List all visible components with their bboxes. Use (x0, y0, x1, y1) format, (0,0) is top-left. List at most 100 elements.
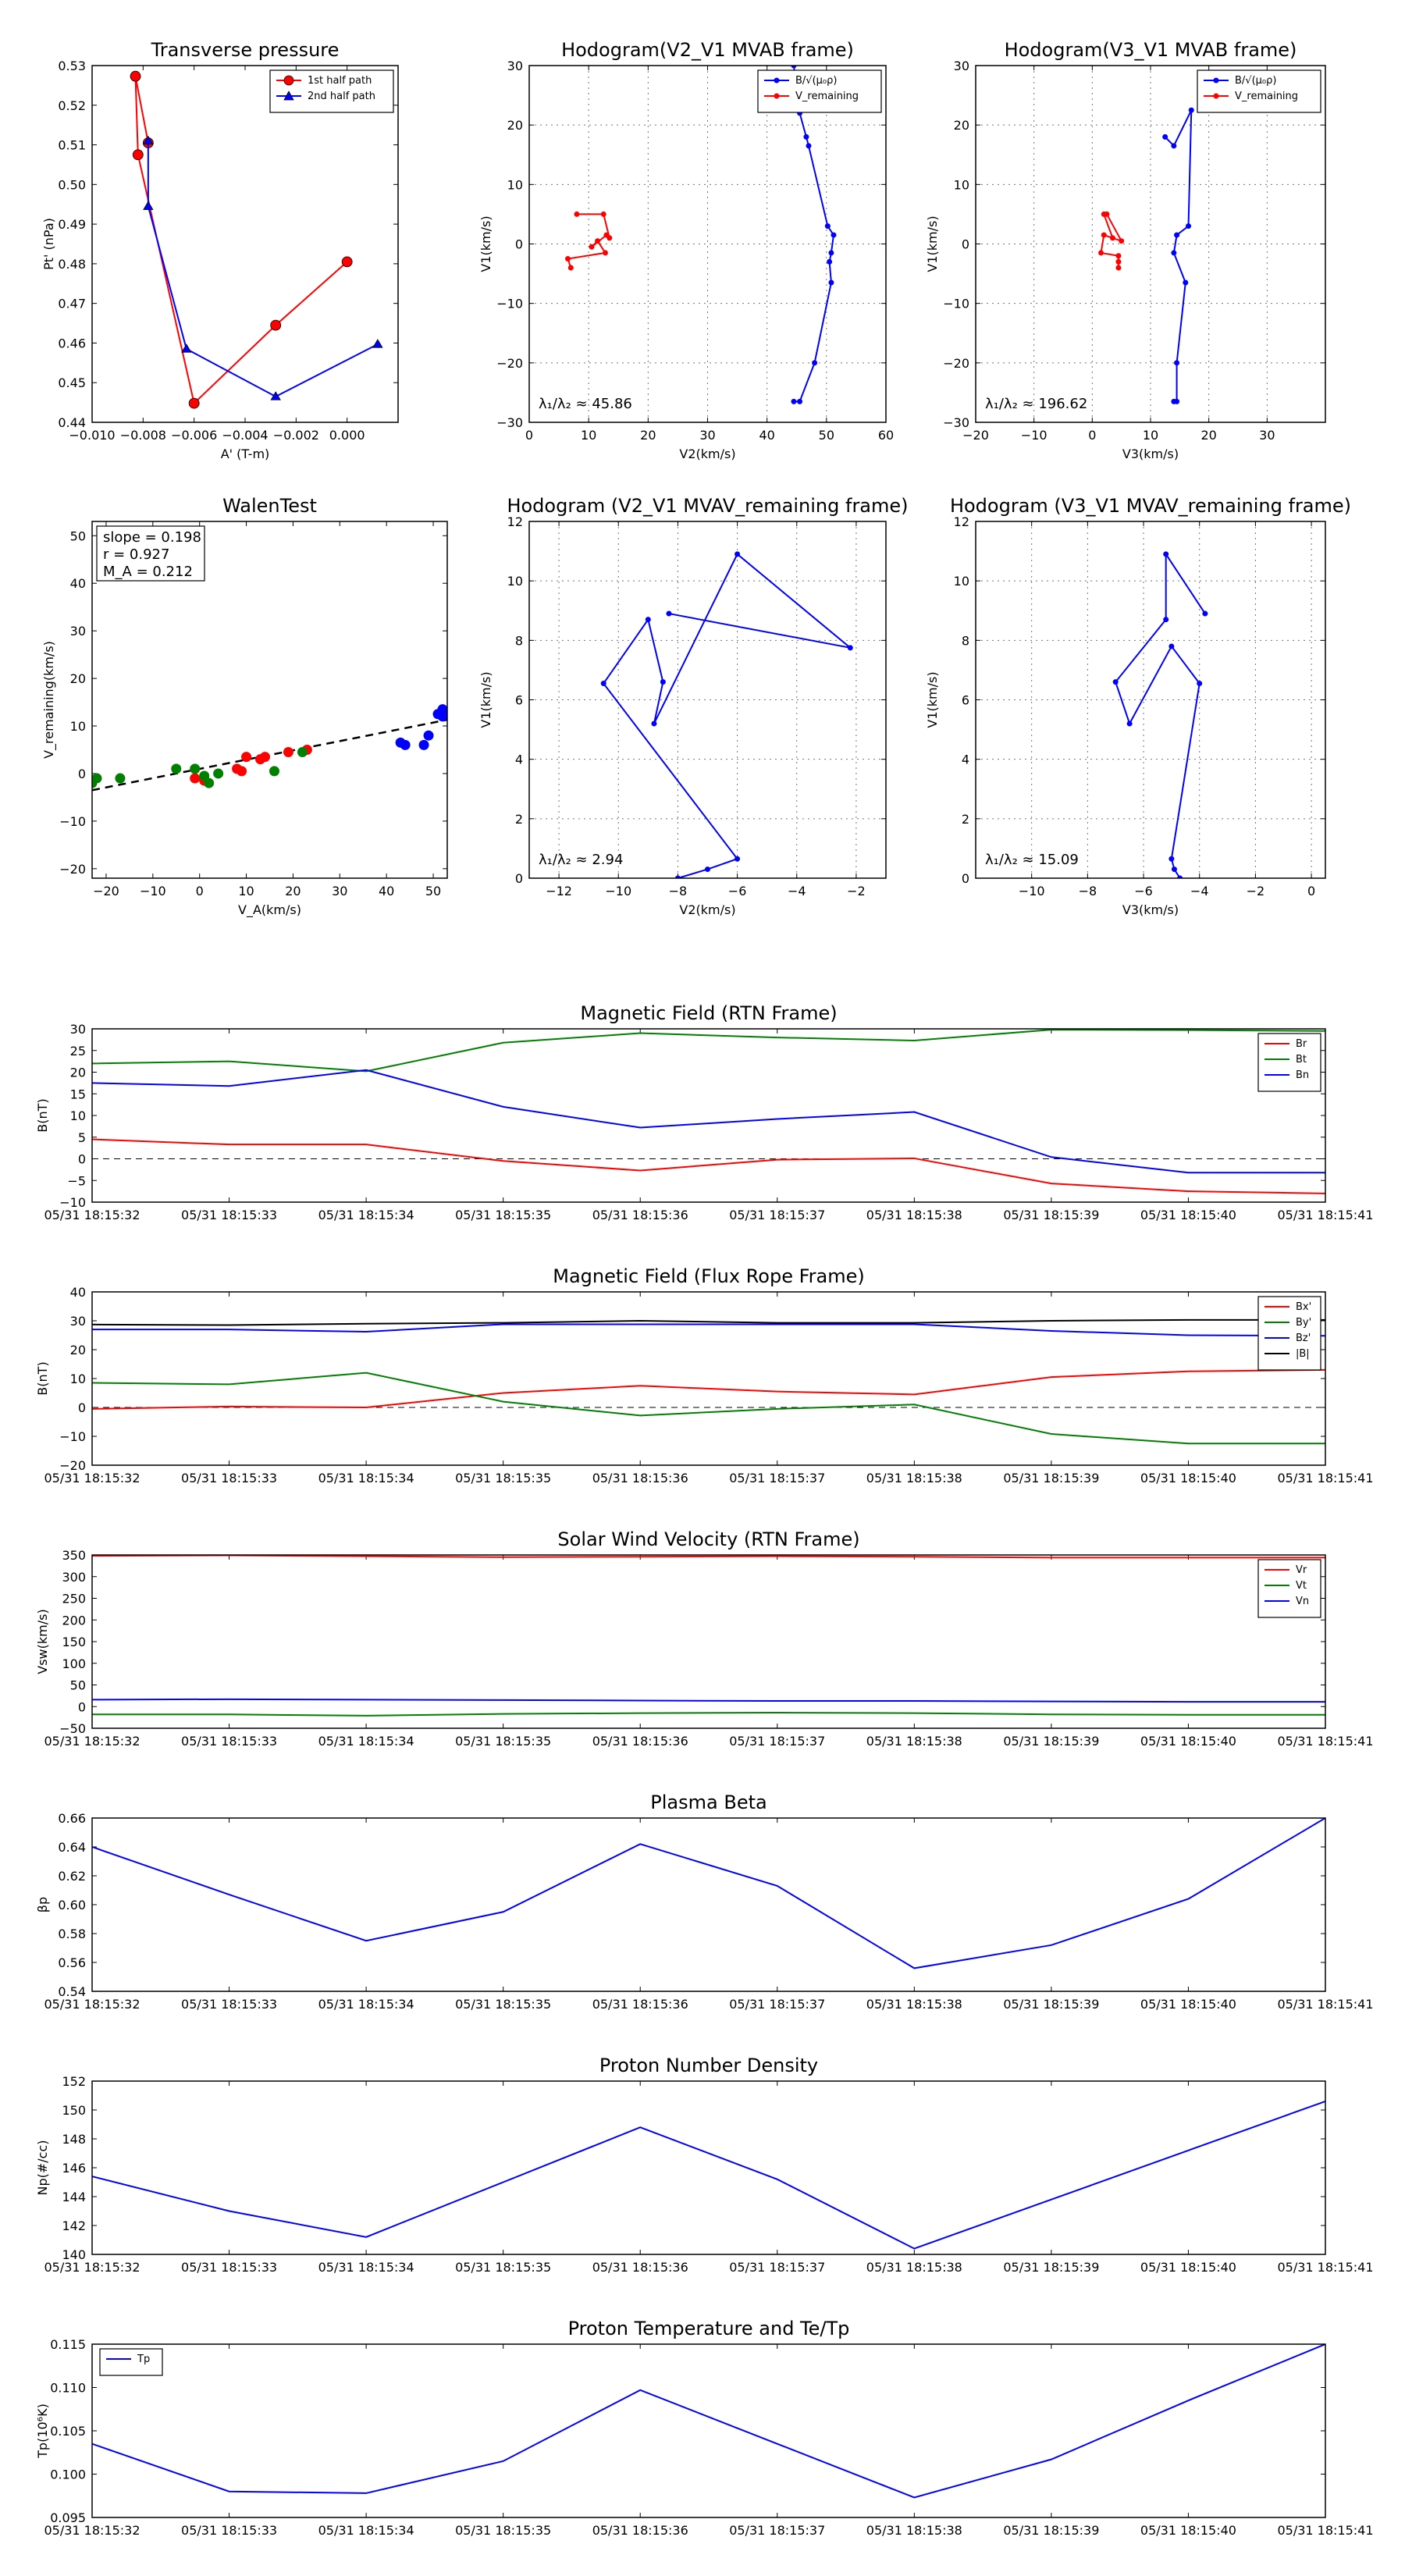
x-tick-label: 05/31 18:15:34 (318, 1471, 414, 1485)
data-point (1119, 238, 1125, 244)
data-point (574, 211, 580, 217)
y-tick-label: 142 (62, 2218, 86, 2233)
fit-line (92, 718, 447, 792)
legend-marker (283, 91, 294, 101)
x-tick-label: 05/31 18:15:37 (729, 1997, 825, 2012)
chart-beta: Plasma Beta 05/31 18:15:32 05/31 18:15:33 0… (35, 1791, 1374, 2012)
data-point (674, 875, 681, 878)
chart-np: Proton Number Density 05/31 18:15:32 05/31… (35, 2055, 1374, 2275)
chart-title: Hodogram (V2_V1 MVAV_remaining frame) (507, 495, 908, 517)
legend-label: Vt (1296, 1580, 1307, 1592)
x-tick-label: 05/31 18:15:33 (181, 1734, 277, 1749)
x-tick-label: 05/31 18:15:36 (592, 1734, 688, 1749)
legend-label: Tp (137, 2354, 150, 2365)
y-tick-label: 0.115 (50, 2337, 86, 2352)
ratio-annotation: λ₁/λ₂ ≈ 2.94 (539, 852, 623, 868)
legend: Tp (99, 2348, 163, 2376)
y-tick-label: 20 (70, 1066, 86, 1080)
plot-area (92, 1555, 1325, 1717)
y-tick-label: 20 (70, 1343, 86, 1357)
x-tick-label: 05/31 18:15:39 (1003, 2523, 1099, 2538)
y-tick-label: 152 (62, 2074, 86, 2089)
data-point (171, 763, 182, 774)
y-tick-label: −20 (59, 862, 86, 877)
y-tick-label: 0.44 (58, 415, 86, 430)
y-tick-label: 30 (70, 1314, 86, 1329)
series-line-2 (92, 1069, 1325, 1174)
y-axis-label: Pt' (nPa) (41, 218, 56, 270)
y-tick-label: 0.50 (58, 177, 86, 192)
data-point (831, 232, 837, 238)
legend-label: 1st half path (308, 75, 372, 87)
legend-label: Bn (1296, 1069, 1309, 1081)
chart-h2: Hodogram(V3_V1 MVAB frame) −20 −10 0 10 20 30 −… (925, 39, 1326, 461)
x-tick-label: 05/31 18:15:34 (318, 2523, 414, 2538)
legend-marker (1213, 77, 1219, 84)
x-tick-label: 05/31 18:15:41 (1277, 2523, 1373, 2538)
x-tick-label: 05/31 18:15:36 (592, 1208, 688, 1222)
x-tick-label: 0 (1088, 428, 1096, 443)
x-tick-label: 0 (1307, 884, 1315, 898)
y-tick-label: 4 (515, 753, 523, 767)
legend-label: B/√(μ₀ρ) (1235, 75, 1276, 87)
y-tick-label: 0.47 (58, 297, 86, 311)
y-tick-label: 0.45 (58, 375, 86, 390)
legend-marker (774, 93, 780, 99)
x-tick-label: 20 (1200, 428, 1216, 443)
y-tick-label: 8 (962, 633, 969, 648)
x-tick-label: 40 (379, 884, 394, 898)
data-point (600, 681, 606, 687)
legend: Bx' By' Bz' |B| (1257, 1296, 1321, 1371)
y-tick-label: 200 (62, 1613, 86, 1628)
y-tick-label: −20 (59, 1458, 86, 1473)
x-tick-label: −12 (546, 884, 572, 898)
x-tick-label: 05/31 18:15:33 (181, 2523, 277, 2538)
data-point (828, 250, 834, 256)
x-tick-label: 05/31 18:15:41 (1277, 1471, 1373, 1485)
y-tick-label: 30 (70, 624, 86, 639)
x-tick-label: −0.004 (222, 428, 268, 443)
x-tick-label: −8 (1079, 884, 1097, 898)
y-tick-label: 50 (70, 1678, 86, 1693)
data-point (143, 201, 154, 210)
y-tick-label: 0 (78, 1400, 86, 1415)
x-axis-label: V3(km/s) (1122, 902, 1179, 917)
y-tick-label: 148 (62, 2132, 86, 2147)
x-tick-label: −4 (1190, 884, 1209, 898)
y-tick-label: 8 (515, 633, 523, 648)
x-tick-label: 05/31 18:15:37 (729, 2260, 825, 2275)
y-tick-label: −30 (943, 415, 969, 430)
x-tick-label: 05/31 18:15:38 (866, 2523, 962, 2538)
y-tick-label: 10 (70, 1108, 86, 1123)
data-point (204, 777, 215, 788)
chart-title: WalenTest (222, 495, 317, 517)
plot-area (1098, 107, 1194, 404)
plot-area (600, 551, 853, 878)
series-line-1 (147, 141, 379, 398)
y-tick-label: 12 (954, 514, 969, 529)
y-axis-label: Tp(10⁶K) (35, 2403, 50, 2459)
data-point (847, 645, 853, 651)
legend: B/√(μ₀ρ) V_remaining (757, 69, 882, 113)
x-tick-label: 05/31 18:15:37 (729, 1471, 825, 1485)
x-tick-label: 05/31 18:15:37 (729, 1734, 825, 1749)
data-point (270, 391, 281, 400)
x-tick-label: 05/31 18:15:34 (318, 1208, 414, 1222)
legend-box (757, 69, 882, 113)
x-tick-label: 05/31 18:15:35 (455, 2523, 551, 2538)
y-axis-label: V1(km/s) (925, 671, 940, 728)
x-tick-label: −10 (1019, 884, 1045, 898)
plot-area (92, 2344, 1325, 2499)
data-point (1115, 258, 1122, 265)
y-tick-label: 20 (507, 118, 523, 133)
plot-frame (91, 2343, 1326, 2518)
legend: B/√(μ₀ρ) V_remaining (1197, 69, 1321, 113)
legend-label: V_remaining (1235, 91, 1298, 102)
data-point (341, 256, 353, 268)
legend-label: Br (1296, 1038, 1307, 1050)
x-tick-label: 05/31 18:15:32 (44, 1208, 140, 1222)
y-tick-label: −10 (59, 1429, 86, 1444)
chart-title: Transverse pressure (151, 39, 340, 61)
legend-label: |B| (1296, 1348, 1310, 1360)
